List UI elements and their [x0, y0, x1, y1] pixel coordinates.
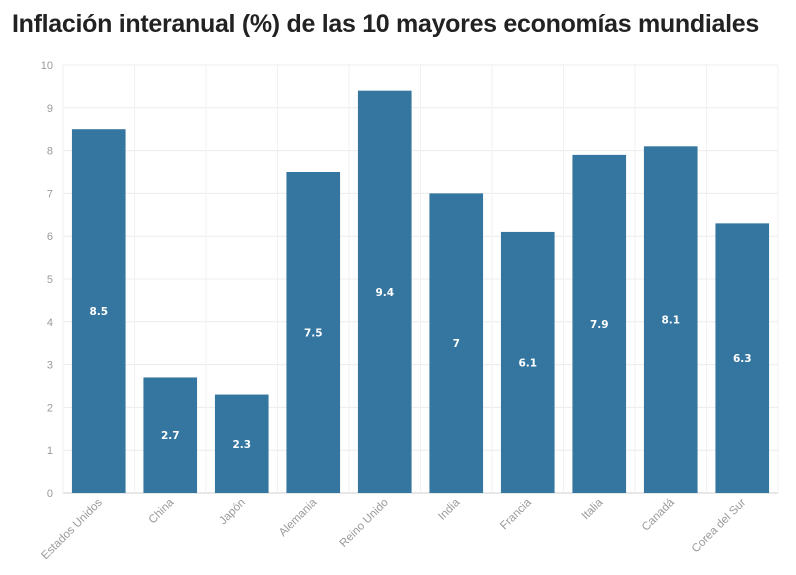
- x-tick-label: Italia: [580, 496, 606, 522]
- chart-title: Inflación interanual (%) de las 10 mayor…: [12, 10, 759, 38]
- bar: [214, 394, 269, 493]
- bar: [500, 231, 555, 494]
- y-tick-label: 6: [47, 231, 53, 243]
- x-tick-label: Reino Unido: [338, 497, 391, 550]
- bar: [643, 146, 698, 493]
- data-label: 8.5: [89, 306, 108, 318]
- y-tick-label: 5: [47, 274, 53, 286]
- data-label: 8.1: [661, 315, 680, 327]
- data-labels: 8.5 2.7 2.3 7.5 9.4 7 6.1 7.9 8.1 6.3: [89, 287, 751, 451]
- y-tick-label: 3: [47, 360, 53, 372]
- x-tick-label: Alemania: [277, 496, 320, 539]
- y-tick-label: 8: [47, 146, 53, 158]
- x-tick-label: Francia: [498, 496, 534, 532]
- data-label: 6.1: [518, 357, 537, 369]
- data-label: 7: [453, 338, 460, 350]
- y-tick-label: 7: [47, 188, 53, 200]
- x-tick-label: Japón: [217, 497, 248, 528]
- y-tick-label: 2: [47, 402, 53, 414]
- bar: [143, 377, 198, 493]
- x-tick-label: Estados Unidos: [39, 496, 105, 562]
- bar: [572, 154, 627, 493]
- data-label: 7.9: [590, 319, 609, 331]
- data-label: 2.3: [232, 439, 251, 451]
- data-label: 9.4: [375, 287, 394, 299]
- y-tick-label: 9: [47, 103, 53, 115]
- x-tick-label: India: [436, 496, 463, 523]
- x-tick-label: Canadá: [640, 496, 677, 533]
- x-tick-label: China: [147, 496, 177, 526]
- data-label: 7.5: [304, 328, 323, 340]
- y-tick-label: 0: [47, 488, 53, 500]
- bar: [286, 172, 341, 493]
- bar: [71, 129, 126, 493]
- y-axis: 0 1 2 3 4 5 6 7 8 9 10: [41, 60, 53, 500]
- bar: [429, 193, 484, 493]
- x-tick-label: Corea del Sur: [690, 497, 749, 556]
- y-tick-label: 1: [47, 445, 53, 457]
- x-axis: Estados Unidos China Japón Alemania Reino Un…: [39, 496, 748, 562]
- bar: [357, 90, 412, 494]
- data-label: 6.3: [733, 353, 752, 365]
- y-tick-label: 10: [41, 60, 53, 72]
- y-tick-label: 4: [47, 317, 53, 329]
- data-label: 2.7: [161, 430, 180, 442]
- bar: [715, 223, 770, 494]
- bars: [71, 90, 770, 494]
